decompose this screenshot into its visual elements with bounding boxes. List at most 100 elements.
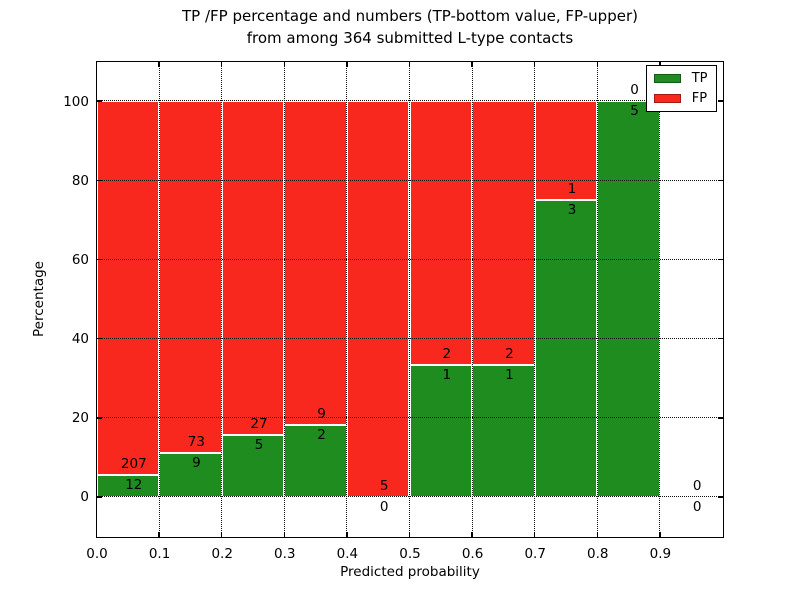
legend-entry-tp: TP [653, 70, 708, 86]
count-label-tp-0.8-0.9: 5 [630, 103, 639, 120]
x-tick-mark [533, 61, 536, 67]
y-tick-mark [96, 496, 102, 498]
bar-tp-0.8-0.9 [597, 101, 660, 497]
x-tick-label-0.6: 0.6 [461, 546, 484, 562]
y-tick-mark [96, 258, 102, 261]
legend-swatch-tp-icon [653, 73, 681, 83]
count-label-fp-0.2-0.3: 27 [250, 416, 268, 433]
x-tick-mark [408, 61, 411, 67]
x-axis-label: Predicted probability [340, 564, 480, 580]
y-tick-label-40: 40 [71, 331, 89, 348]
legend-swatch-fp-icon [653, 93, 681, 103]
x-tick-label-0.1: 0.1 [148, 546, 171, 562]
count-label-fp-0.1-0.2: 73 [187, 434, 205, 451]
bar-fp-0.3-0.4 [284, 101, 347, 425]
y-tick-label-80: 80 [71, 172, 89, 189]
bar-fp-0.2-0.3 [221, 101, 285, 436]
x-tick-label-0.4: 0.4 [336, 546, 359, 562]
gridline-x-0.2 [221, 61, 223, 537]
gridline-x-0.5 [408, 61, 410, 537]
legend-entry-fp: FP [653, 90, 708, 106]
gridline-x-0.4 [346, 61, 348, 537]
legend-label-tp: TP [691, 70, 708, 86]
bar-fp-0.5-0.6 [409, 101, 473, 366]
y-tick-label-20: 20 [71, 410, 89, 427]
count-label-tp-0.6-0.7: 1 [505, 367, 514, 384]
count-label-tp-0.7-0.8: 3 [567, 202, 577, 219]
y-tick-label-100: 100 [63, 93, 89, 110]
x-tick-mark [596, 61, 599, 67]
gridline-x-0.7 [534, 61, 536, 537]
bar-tp-0.1-0.2 [159, 453, 222, 497]
gridline-x-0.8 [596, 61, 598, 537]
x-tick-mark [408, 531, 411, 537]
count-label-fp-0.8-0.9: 0 [630, 82, 639, 99]
bar-tp-0.6-0.7 [472, 365, 535, 497]
x-tick-mark [220, 61, 223, 67]
y-tick-mark [96, 417, 102, 419]
bar-tp-0.5-0.6 [409, 365, 473, 497]
y-tick-mark [717, 337, 723, 340]
y-axis-label: Percentage [31, 261, 47, 337]
chart-title-line1: TP /FP percentage and numbers (TP-bottom… [182, 7, 638, 25]
x-tick-mark [471, 61, 473, 67]
y-tick-mark [96, 179, 102, 181]
x-tick-mark [158, 61, 160, 67]
x-tick-mark [346, 531, 348, 537]
count-label-fp-0.6-0.7: 2 [505, 346, 514, 363]
bar-fp-0.0-0.1 [96, 101, 160, 476]
y-tick-mark [717, 100, 723, 102]
legend: TP FP [645, 64, 717, 112]
x-tick-mark [346, 61, 348, 67]
x-tick-label-0.3: 0.3 [274, 546, 296, 562]
gridline-x-0.3 [283, 61, 285, 537]
bar-tp-0.3-0.4 [284, 424, 347, 497]
bar-fp-0.6-0.7 [472, 101, 535, 366]
x-tick-label-0.9: 0.9 [649, 546, 672, 562]
count-label-fp-0.9-1.0: 0 [692, 477, 702, 494]
x-tick-mark [283, 61, 286, 67]
x-tick-label-0.8: 0.8 [587, 546, 609, 562]
count-label-fp-0.7-0.8: 1 [567, 181, 577, 198]
y-tick-label-0: 0 [80, 489, 89, 506]
count-label-fp-0.0-0.1: 207 [120, 456, 147, 473]
x-tick-mark [471, 531, 473, 537]
gridline-x-0.6 [471, 61, 473, 537]
count-label-tp-0.3-0.4: 2 [317, 426, 326, 443]
x-tick-mark [659, 61, 661, 67]
y-tick-mark [717, 179, 723, 181]
y-tick-mark [717, 496, 723, 498]
x-tick-label-0.2: 0.2 [211, 546, 233, 562]
y-tick-mark [96, 100, 102, 102]
gridline-x-0.1 [158, 61, 160, 537]
count-label-tp-0.2-0.3: 5 [254, 437, 264, 454]
x-tick-mark [596, 531, 599, 537]
y-tick-mark [717, 417, 723, 419]
x-tick-label-0.0: 0.0 [86, 546, 108, 562]
bar-fp-0.7-0.8 [534, 101, 598, 201]
plot-area: TP FP 207 12 73 9 27 5 9 2 5 0 2 1 2 1 1 3 0 5 0 0 [95, 60, 724, 538]
x-tick-mark [533, 531, 536, 537]
x-tick-mark [659, 531, 661, 537]
gridline-x-0.9 [659, 61, 661, 537]
y-tick-mark [717, 258, 723, 261]
count-label-tp-0.9-1.0: 0 [692, 498, 702, 515]
x-tick-label-0.5: 0.5 [399, 546, 421, 562]
x-tick-label-0.7: 0.7 [524, 546, 546, 562]
y-tick-label-60: 60 [71, 251, 89, 268]
chart-title-line2: from among 364 submitted L-type contacts [246, 29, 574, 47]
bar-fp-0.4-0.5 [346, 101, 410, 497]
bar-fp-0.1-0.2 [159, 101, 222, 454]
x-tick-mark [220, 531, 223, 537]
count-label-fp-0.4-0.5: 5 [379, 477, 389, 494]
count-label-fp-0.3-0.4: 9 [317, 405, 326, 422]
y-tick-mark [96, 337, 102, 340]
x-tick-mark [283, 531, 286, 537]
count-label-tp-0.1-0.2: 9 [192, 455, 201, 472]
bar-tp-0.7-0.8 [534, 200, 598, 497]
x-tick-mark [158, 531, 160, 537]
x-tick-mark [95, 531, 98, 537]
legend-label-fp: FP [691, 90, 708, 106]
x-tick-mark [95, 61, 98, 67]
